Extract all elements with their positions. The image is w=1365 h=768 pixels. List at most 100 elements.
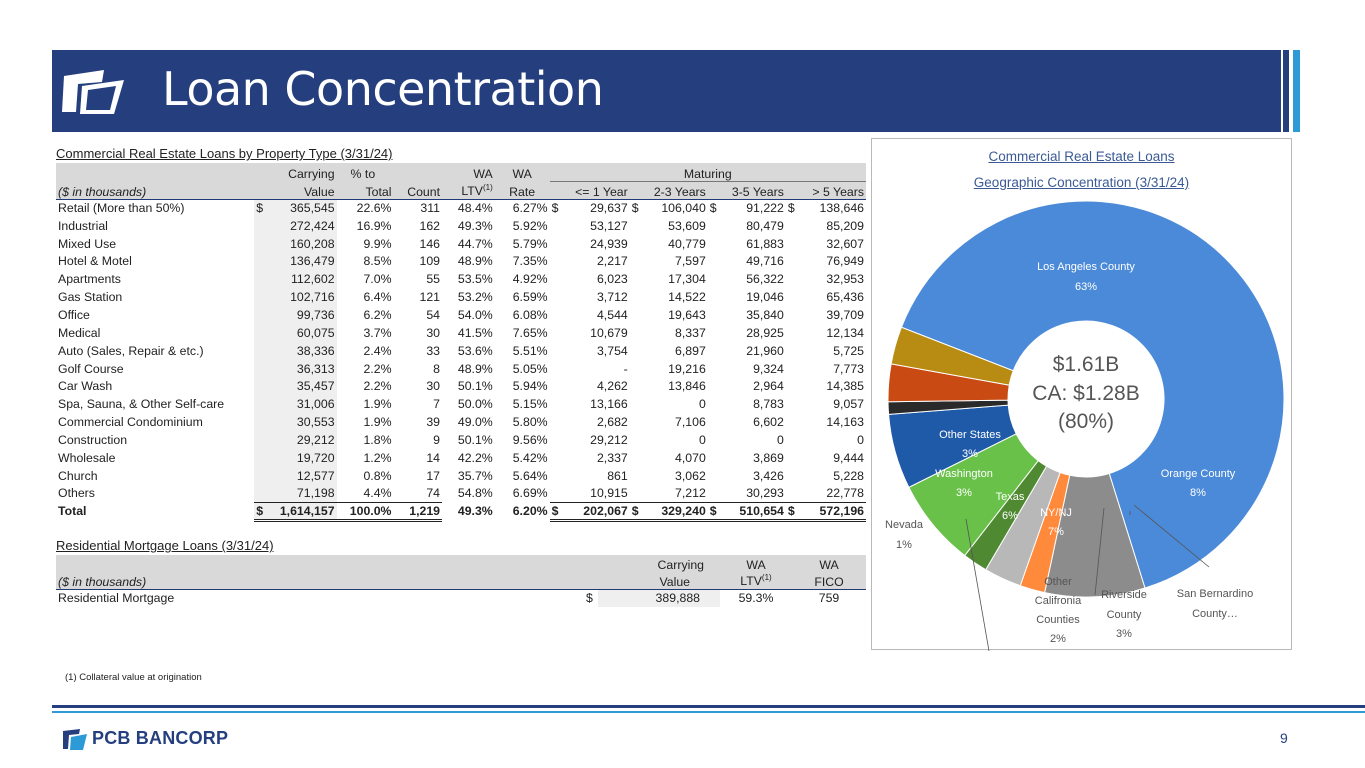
row-dollar-sign	[550, 360, 565, 378]
row-dollar-sign	[786, 449, 801, 467]
col-wa-rate: WA	[494, 163, 550, 181]
row-dollar-sign	[786, 253, 801, 271]
label-washington-pct: 3%	[956, 487, 972, 499]
row-property-type: Car Wash	[58, 379, 113, 394]
row-wa-rate: 6.20%	[512, 504, 548, 519]
table-row: Retail (More than 50%) $365,545 22.6% 311 48…	[56, 199, 866, 217]
table-row: Gas Station 102,716 6.4% 121 53.2% 6.59% 3,712…	[56, 288, 866, 307]
row-maturing-3-5yr: 80,479	[746, 218, 784, 233]
label-texas-pct: 6%	[1002, 510, 1018, 522]
res-table-title: Residential Mortgage Loans (3/31/24)	[56, 538, 274, 553]
row-maturing-5yr: 39,709	[826, 307, 864, 322]
res-col-fico: WA	[792, 555, 866, 572]
row-dollar-sign	[254, 377, 267, 396]
footer-logo: PCB BANCORP	[62, 727, 232, 751]
col-wa-ltv: WA	[442, 163, 495, 181]
row-dollar-sign: $	[629, 502, 645, 522]
res-row-type: Residential Mortgage	[58, 591, 175, 606]
row-maturing-3-5yr: 9,324	[753, 361, 784, 376]
header-banner: Loan Concentration	[52, 50, 1281, 132]
row-dollar-sign	[254, 234, 267, 253]
row-dollar-sign	[708, 217, 723, 235]
row-maturing-1yr: 3,712	[596, 290, 628, 305]
res-col-fico-2: FICO	[792, 572, 866, 590]
row-dollar-sign	[786, 324, 801, 342]
row-dollar-sign	[786, 217, 801, 235]
row-carrying-value: 102,716	[266, 288, 337, 307]
footer-rule-accent	[52, 711, 1365, 713]
row-wa-rate: 7.65%	[512, 325, 548, 340]
row-maturing-2-3yr: 13,846	[668, 379, 706, 394]
row-count: 55	[426, 272, 441, 287]
row-maturing-3-5yr: 3,426	[753, 468, 784, 483]
row-maturing-1yr: 4,544	[596, 307, 628, 322]
row-dollar-sign	[708, 360, 723, 378]
row-property-type: Hotel & Motel	[58, 254, 132, 269]
row-dollar-sign	[630, 377, 645, 395]
row-maturing-1yr: 29,212	[590, 432, 628, 447]
row-property-type: Total	[58, 504, 87, 519]
row-dollar-sign	[550, 217, 565, 235]
res-col-carrying: Carrying	[598, 555, 720, 572]
ltv-label: LTV	[461, 184, 483, 199]
row-maturing-3-5yr: 21,960	[746, 343, 784, 358]
row-wa-rate: 5.92%	[512, 218, 548, 233]
row-maturing-1yr: 10,679	[590, 325, 628, 340]
row-dollar-sign	[254, 216, 267, 235]
row-maturing-1yr: 202,067	[564, 502, 630, 522]
row-maturing-2-3yr: 8,337	[675, 325, 706, 340]
label-riverside-pct: 3%	[1116, 628, 1132, 640]
row-maturing-2-3yr: 40,779	[668, 236, 706, 251]
row-wa-rate: 6.08%	[512, 307, 548, 322]
row-count: 311	[420, 201, 441, 216]
row-wa-ltv: 50.0%	[457, 397, 493, 412]
row-dollar-sign	[254, 270, 267, 289]
row-maturing-5yr: 5,725	[833, 343, 864, 358]
pcb-small-logo-icon	[63, 729, 87, 750]
row-dollar-sign	[708, 288, 723, 306]
row-dollar-sign	[630, 235, 645, 253]
row-pct-total: 1.2%	[363, 450, 392, 465]
row-wa-rate: 6.27%	[512, 201, 548, 216]
row-dollar-sign: $	[631, 201, 639, 216]
col-carrying-value-2: Value	[266, 181, 337, 200]
row-dollar-sign: $	[787, 201, 795, 216]
pcb-logo-icon	[62, 70, 124, 114]
label-other-ca: Other Califronia Counties	[1035, 576, 1082, 626]
row-dollar-sign	[630, 288, 645, 306]
row-carrying-value: 272,424	[266, 216, 337, 235]
row-maturing-1yr: 10,915	[564, 484, 630, 503]
row-count: 7	[433, 397, 441, 412]
row-maturing-2-3yr: 0	[698, 432, 706, 447]
label-other-states: Other States	[939, 429, 1001, 441]
ltv-footnote-ref: (1)	[482, 183, 493, 193]
label-la-county: Los Angeles County	[1037, 261, 1135, 273]
row-maturing-3-5yr: 61,883	[746, 236, 784, 251]
row-property-type: Office	[58, 307, 90, 322]
row-dollar-sign	[786, 377, 801, 395]
row-maturing-1yr: 6,023	[596, 272, 628, 287]
row-wa-rate: 5.94%	[512, 379, 548, 394]
donut-slice-other-states	[890, 326, 1014, 386]
row-count: 1,219	[393, 502, 443, 522]
row-dollar-sign	[550, 431, 565, 449]
row-dollar-sign	[708, 449, 723, 467]
row-pct-total: 0.8%	[363, 468, 392, 483]
row-wa-rate: 5.15%	[512, 397, 548, 412]
row-count: 30	[426, 325, 441, 340]
row-count: 14	[426, 450, 441, 465]
row-wa-rate: 4.92%	[512, 272, 548, 287]
row-carrying-value: 30,553	[266, 413, 337, 431]
row-count: 17	[426, 468, 441, 483]
row-dollar-sign	[630, 306, 645, 324]
row-dollar-sign	[550, 342, 565, 360]
row-maturing-5yr: 572,196	[800, 502, 866, 522]
row-dollar-sign	[630, 270, 645, 288]
label-nevada: Nevada	[885, 519, 924, 531]
table-row: Office 99,736 6.2% 54 54.0% 6.08% 4,544 19,643 3…	[56, 306, 866, 324]
row-maturing-1yr: 29,637	[590, 201, 628, 216]
table-row: Commercial Condominium 30,553 1.9% 39 49.0% 5…	[56, 413, 866, 431]
table-row: Spa, Sauna, & Other Self-care 31,006 1.9% 7…	[56, 395, 866, 414]
row-pct-total: 1.9%	[363, 415, 392, 430]
res-row-value: 389,888	[598, 589, 720, 607]
